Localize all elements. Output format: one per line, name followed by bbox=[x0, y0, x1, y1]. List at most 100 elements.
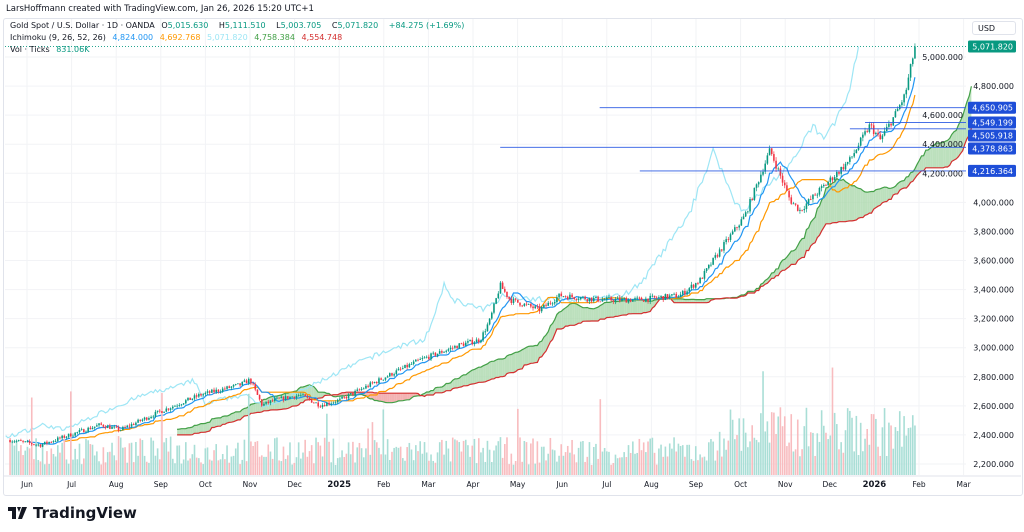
volume-bar bbox=[76, 459, 79, 475]
ichimoku-cloud-segment bbox=[587, 307, 590, 322]
volume-bar bbox=[482, 447, 484, 475]
ichimoku-cloud-segment bbox=[873, 189, 876, 210]
volume-bar bbox=[701, 457, 704, 475]
volume-bar bbox=[514, 461, 517, 475]
ichimoku-cloud-segment bbox=[561, 309, 564, 330]
candle-body bbox=[343, 396, 346, 398]
candle-body bbox=[273, 398, 276, 401]
ichimoku-span-a-value: 4,758.384 bbox=[254, 33, 295, 42]
candle-body bbox=[267, 401, 270, 404]
volume-bar bbox=[799, 456, 801, 475]
volume-bar bbox=[17, 451, 20, 475]
volume-bar bbox=[389, 459, 391, 475]
volume-bar bbox=[35, 438, 37, 475]
y-axis-tick-label: 3,200.000 bbox=[973, 315, 1014, 324]
ichimoku-cloud-segment bbox=[595, 307, 599, 322]
ichimoku-conversion-value: 4,824.000 bbox=[112, 33, 154, 42]
volume-bar bbox=[102, 447, 105, 475]
x-axis-tick-label: Jun bbox=[555, 480, 568, 489]
candle-body bbox=[198, 394, 200, 397]
candle-body bbox=[26, 441, 29, 443]
volume-bar bbox=[868, 444, 871, 475]
candle-body bbox=[115, 426, 118, 428]
volume-bar bbox=[163, 442, 165, 475]
volume-bar bbox=[775, 433, 777, 475]
candle-body bbox=[122, 426, 124, 431]
volume-bar bbox=[460, 451, 463, 475]
volume-bar bbox=[228, 462, 231, 475]
candle-body bbox=[326, 402, 328, 407]
candle-body bbox=[467, 341, 469, 343]
candle-body bbox=[616, 297, 619, 299]
volume-bar bbox=[814, 455, 816, 475]
candle-body bbox=[174, 405, 176, 407]
candle-body bbox=[37, 444, 40, 446]
volume-bar bbox=[636, 452, 638, 475]
ichimoku-cloud-segment bbox=[910, 171, 913, 183]
candle-body bbox=[449, 347, 452, 350]
candle-body bbox=[473, 342, 476, 345]
volume-bar bbox=[343, 456, 346, 475]
volume-bar bbox=[577, 447, 580, 475]
ichimoku-cloud-segment bbox=[784, 257, 787, 271]
candle-body bbox=[482, 332, 484, 341]
candle-body bbox=[213, 389, 215, 393]
candle-body bbox=[490, 312, 493, 319]
volume-bar bbox=[788, 442, 790, 475]
ichimoku-cloud-segment bbox=[203, 423, 206, 433]
ichimoku-cloud-segment bbox=[880, 187, 883, 206]
volume-bar bbox=[83, 458, 85, 475]
volume-bar bbox=[540, 446, 543, 475]
candle-body bbox=[245, 380, 248, 384]
volume-bar bbox=[39, 461, 42, 475]
volume-bar bbox=[747, 447, 749, 475]
volume-bar bbox=[744, 432, 747, 475]
ichimoku-cloud-segment bbox=[860, 188, 863, 218]
currency-label[interactable]: USD bbox=[972, 21, 1016, 35]
ichimoku-cloud-segment bbox=[925, 149, 928, 168]
volume-bar bbox=[597, 458, 599, 475]
candle-body bbox=[551, 303, 554, 305]
candle-body bbox=[592, 297, 595, 302]
volume-bar bbox=[161, 392, 163, 475]
candle-body bbox=[740, 219, 743, 226]
volume-bar bbox=[380, 454, 382, 475]
ichimoku-cloud-segment bbox=[461, 374, 464, 387]
ichimoku-cloud-segment bbox=[689, 299, 692, 303]
volume-bar bbox=[169, 436, 172, 475]
volume-label[interactable]: Vol · Ticks bbox=[10, 45, 50, 54]
current-price-label: 5,071.820 bbox=[972, 43, 1013, 52]
ichimoku-cloud-segment bbox=[250, 403, 254, 414]
volume-bar bbox=[282, 446, 285, 475]
chart-credit: LarsHoffmann created with TradingView.co… bbox=[6, 4, 314, 14]
candle-body bbox=[846, 161, 849, 164]
volume-bar bbox=[610, 464, 612, 475]
volume-bar bbox=[579, 441, 582, 475]
volume-bar bbox=[875, 418, 877, 475]
candle-body bbox=[645, 298, 647, 302]
ichimoku-cloud-segment bbox=[567, 303, 570, 327]
volume-bar bbox=[65, 459, 68, 475]
ichimoku-label[interactable]: Ichimoku (9, 26, 52, 26) bbox=[10, 33, 106, 42]
volume-bar bbox=[742, 418, 745, 475]
candle-body bbox=[365, 385, 367, 389]
ichimoku-cloud-segment bbox=[899, 180, 902, 191]
candle-body bbox=[287, 396, 289, 399]
volume-bar bbox=[250, 441, 252, 475]
candle-body bbox=[898, 105, 901, 110]
candle-body bbox=[888, 123, 890, 127]
symbol-title[interactable]: Gold Spot / U.S. Dollar · 1D · OANDA bbox=[10, 21, 155, 30]
brand-name: TradingView bbox=[33, 504, 137, 522]
volume-bar bbox=[375, 442, 378, 475]
volume-bar bbox=[239, 464, 241, 475]
candle-body bbox=[150, 416, 152, 419]
candle-body bbox=[629, 299, 632, 302]
ichimoku-cloud-segment bbox=[485, 363, 488, 382]
volume-bar bbox=[508, 464, 510, 475]
candle-body bbox=[239, 383, 241, 386]
tradingview-logo[interactable]: TradingView bbox=[8, 504, 137, 522]
volume-bar bbox=[866, 428, 869, 475]
candle-body bbox=[606, 297, 608, 300]
volume-bar bbox=[425, 452, 428, 475]
